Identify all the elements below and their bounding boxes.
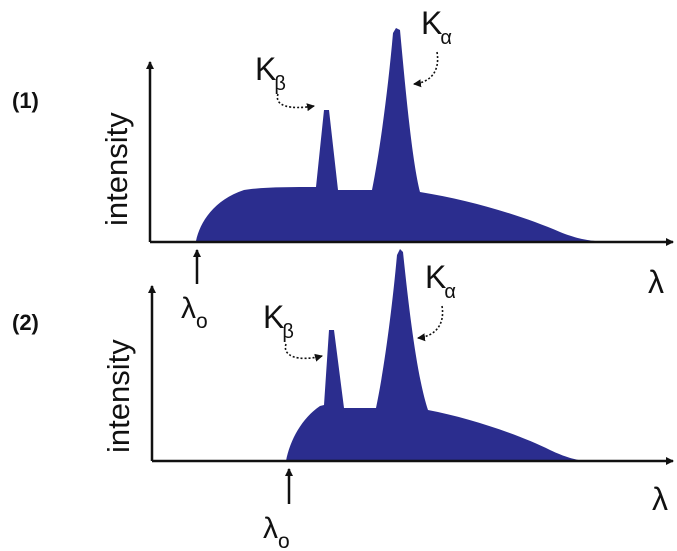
panel-1-k-beta-label: Kβ — [255, 51, 286, 95]
panel-2-k-alpha-arrow — [417, 305, 444, 342]
panel-2-k-alpha-label: Kα — [425, 259, 456, 303]
panel-2-k-beta-label: Kβ — [263, 299, 294, 343]
panel-1-k-alpha-label: Kα — [421, 5, 452, 49]
panel-1-y-axis-label: intensity — [99, 112, 134, 226]
panel-2-spectrum — [286, 249, 586, 461]
panel-2-label: (2) — [12, 310, 39, 335]
panel-1-cutoff-label: λo — [181, 292, 208, 333]
panel-1-spectrum — [196, 28, 595, 241]
panel-1-label: (1) — [12, 88, 39, 113]
panel-2-cutoff-label: λo — [263, 512, 290, 551]
panel-2-x-axis-symbol: λ — [652, 481, 668, 517]
panel-1: (1) intensity λ λo Kβ Kα — [12, 5, 674, 333]
panel-2-k-beta-arrow — [284, 343, 323, 362]
panel-2-y-axis-label: intensity — [101, 339, 136, 453]
panel-1-k-beta-arrow — [276, 93, 315, 112]
panel-2: (2) intensity λ λo Kβ Kα — [12, 249, 674, 551]
panel-1-k-alpha-arrow — [413, 51, 439, 88]
panel-1-x-axis-symbol: λ — [648, 264, 664, 300]
